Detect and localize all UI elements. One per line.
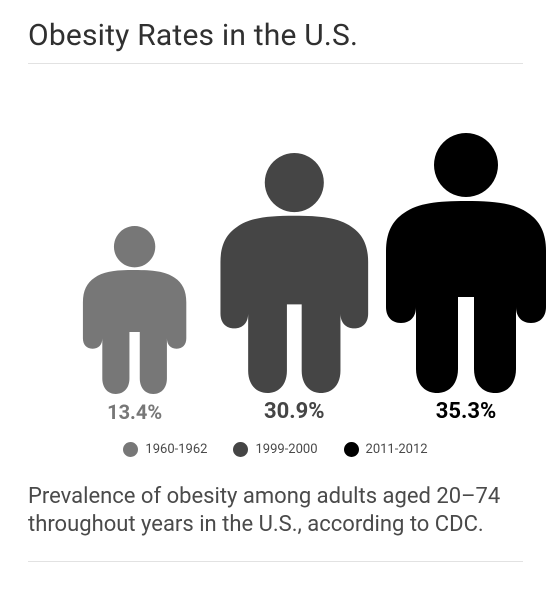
legend-dot-icon xyxy=(233,442,248,457)
legend-label: 1999-2000 xyxy=(255,442,317,457)
legend-label: 1960-1962 xyxy=(145,442,207,457)
legend-label: 2011-2012 xyxy=(366,442,428,457)
person-icon xyxy=(202,153,387,393)
value-label: 35.3% xyxy=(366,399,551,424)
legend-dot-icon xyxy=(123,442,138,457)
legend-item-2: 2011-2012 xyxy=(344,442,428,457)
person-icon xyxy=(366,133,551,393)
legend-item-1: 1999-2000 xyxy=(233,442,317,457)
page-title: Obesity Rates in the U.S. xyxy=(28,18,523,63)
divider-bottom xyxy=(28,561,523,562)
divider-top xyxy=(28,63,523,64)
value-label: 13.4% xyxy=(70,400,199,424)
legend: 1960-1962 1999-2000 2011-2012 xyxy=(28,442,523,457)
pictogram-chart: 13.4%30.9%35.3% xyxy=(28,104,523,424)
figure-0: 13.4% xyxy=(70,226,199,424)
figure-2: 35.3% xyxy=(366,133,551,424)
value-label: 30.9% xyxy=(202,399,387,424)
caption-text: Prevalence of obesity among adults aged … xyxy=(28,483,523,561)
person-icon xyxy=(70,226,199,394)
figure-1: 30.9% xyxy=(202,153,387,424)
legend-dot-icon xyxy=(344,442,359,457)
legend-item-0: 1960-1962 xyxy=(123,442,207,457)
